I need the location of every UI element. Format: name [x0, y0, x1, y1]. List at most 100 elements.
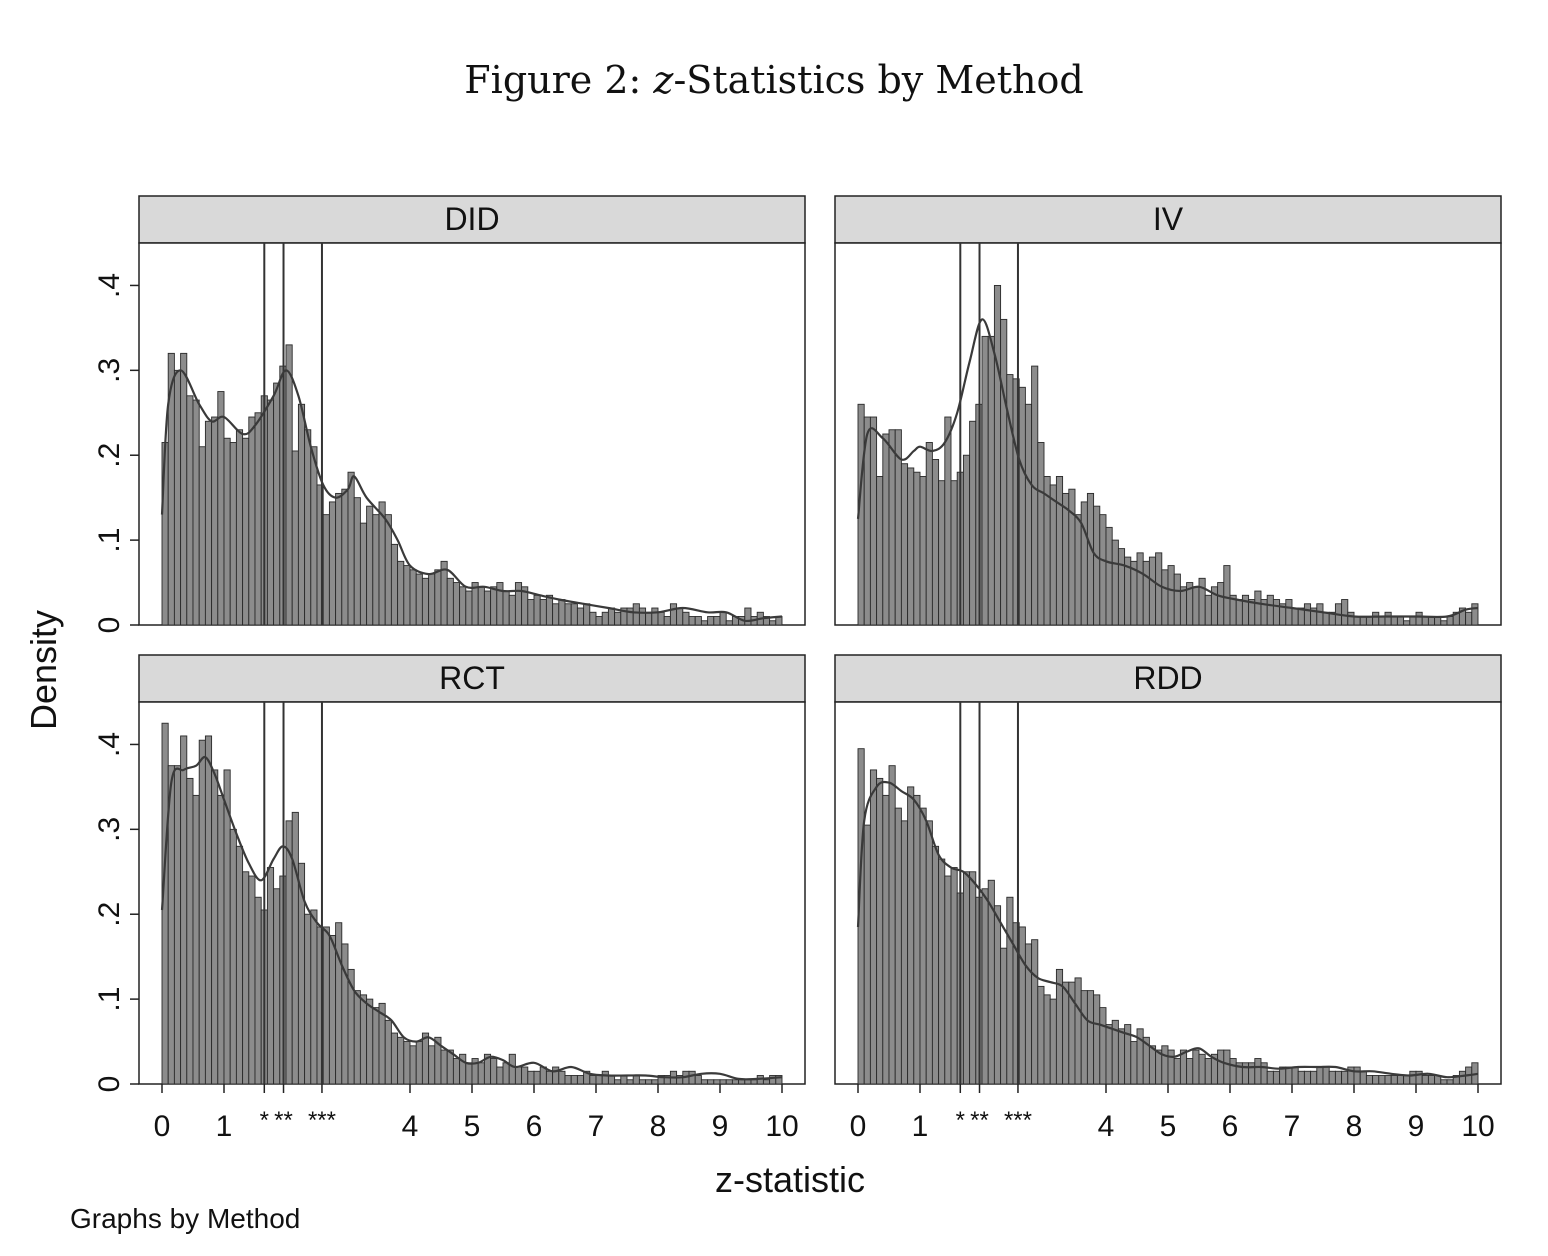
histogram-bar	[502, 1062, 510, 1085]
histogram-bar	[931, 459, 940, 626]
histogram-bar	[620, 1075, 628, 1085]
histogram-bar	[192, 399, 200, 626]
histogram-bar	[651, 607, 659, 626]
histogram-bar	[651, 1079, 659, 1085]
histogram-bar	[521, 1066, 529, 1085]
histogram-bar	[434, 569, 442, 626]
histogram-bar	[545, 1070, 554, 1085]
histogram-bar	[1440, 1079, 1448, 1085]
histogram-bar	[719, 611, 727, 626]
histogram-bar	[700, 620, 709, 626]
histogram-bar	[1409, 616, 1417, 626]
x-tick-label: 0	[154, 1110, 171, 1143]
histogram-bar	[1049, 484, 1057, 626]
histogram-bar	[570, 603, 578, 626]
histogram-bar	[876, 777, 884, 1085]
histogram-bar	[1322, 1066, 1330, 1085]
histogram-bar	[291, 811, 299, 1085]
histogram-bar	[1266, 594, 1274, 626]
histogram-bar	[186, 777, 194, 1085]
histogram-bar	[390, 543, 399, 626]
histogram-bar	[1384, 1075, 1392, 1085]
density-curve	[160, 755, 783, 1081]
histogram-bar	[421, 1032, 430, 1085]
histogram-bar	[1254, 590, 1262, 626]
histogram-bar	[1117, 548, 1126, 626]
histogram-bar	[1328, 1070, 1336, 1085]
histogram-bar	[502, 590, 510, 626]
histogram-bar	[888, 765, 896, 1085]
histogram-bar	[483, 590, 492, 626]
histogram-bar	[1161, 569, 1169, 626]
histogram-bar	[944, 875, 952, 1085]
histogram-bar	[1204, 594, 1212, 626]
histogram-bar	[366, 505, 374, 626]
histogram-bar	[1031, 365, 1039, 626]
histogram-bar	[925, 442, 933, 626]
histogram-bar	[1403, 620, 1411, 626]
histogram-bar	[285, 344, 293, 626]
histogram-bar	[1136, 552, 1144, 626]
density-curve	[856, 318, 1479, 619]
histogram-bar	[1297, 1070, 1305, 1085]
histogram-bar	[496, 1066, 504, 1085]
x-tick-label: 6	[1222, 1110, 1239, 1143]
histogram-bar	[459, 586, 467, 626]
histogram-bar	[1000, 318, 1008, 626]
histogram-bar	[477, 586, 485, 626]
histogram-bar	[1167, 1049, 1175, 1085]
histogram-bar	[1266, 1070, 1274, 1085]
histogram-bar	[415, 1041, 423, 1085]
histogram-bar	[446, 1049, 454, 1085]
histogram-bar	[415, 573, 423, 626]
histogram-bar	[1037, 985, 1045, 1085]
histogram-bar	[204, 735, 213, 1085]
histogram-bar	[192, 794, 200, 1085]
histogram-bar	[1173, 573, 1181, 626]
histogram-bar	[1427, 1075, 1436, 1085]
histogram-bar	[1440, 620, 1448, 626]
figure-title-variable: z	[653, 58, 674, 102]
histogram-bar	[229, 442, 237, 626]
histogram-bar	[328, 501, 337, 626]
x-tick-label: 9	[1408, 1110, 1425, 1143]
histogram-bar	[950, 480, 958, 626]
histogram-bar	[527, 1070, 535, 1085]
histogram-bar	[359, 994, 368, 1085]
histogram-bar	[1229, 1058, 1237, 1085]
histogram-bar	[919, 807, 927, 1085]
histogram-bar	[1372, 1075, 1380, 1085]
histogram-bar	[1148, 556, 1157, 626]
histogram-bar	[583, 603, 591, 626]
histogram-bar	[452, 582, 461, 626]
histogram-bar	[390, 1032, 399, 1085]
histogram-bar	[576, 1075, 585, 1085]
histogram-bar	[769, 620, 777, 626]
histogram-bar	[700, 1079, 709, 1085]
figure-title: Figure 2: z-Statistics by Method	[0, 58, 1548, 102]
x-tick-label: **	[274, 1107, 293, 1134]
x-tick-label: 9	[712, 1110, 729, 1143]
histogram-bar	[198, 739, 206, 1085]
x-tick-label: 0	[850, 1110, 867, 1143]
histogram-bar	[645, 1079, 653, 1085]
histogram-bar	[1217, 1049, 1225, 1085]
histogram-bar	[403, 565, 411, 626]
histogram-bar	[1285, 1066, 1293, 1085]
x-tick-label: 10	[765, 1110, 798, 1143]
histogram-bar	[1080, 990, 1088, 1085]
panel-title: DID	[444, 201, 499, 237]
x-axis-title: z-statistic	[715, 1159, 865, 1200]
y-tick-label: .2	[93, 902, 126, 927]
x-tick-label: 8	[650, 1110, 667, 1143]
histogram-bar	[353, 990, 361, 1085]
histogram-bar	[173, 369, 182, 626]
histogram-bar	[707, 1079, 715, 1085]
histogram-bar	[1390, 616, 1398, 626]
histogram-bar	[397, 1036, 405, 1085]
histogram-bar	[744, 607, 752, 626]
histogram-bar	[1192, 586, 1200, 626]
